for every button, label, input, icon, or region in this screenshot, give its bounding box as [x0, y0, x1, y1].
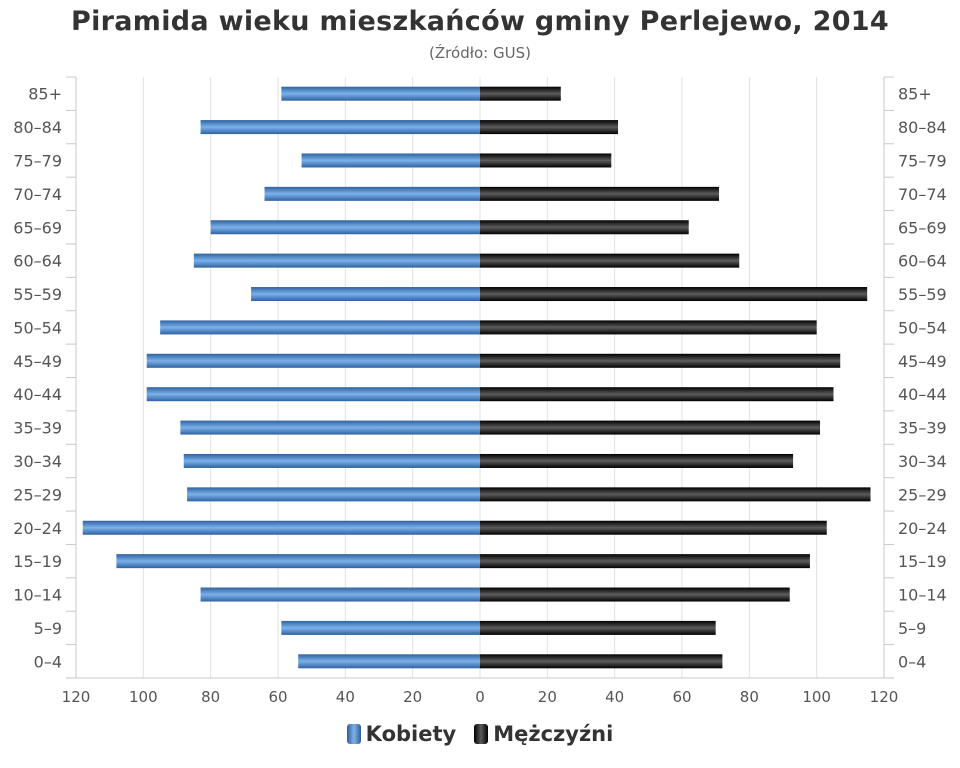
bar-women	[180, 420, 480, 435]
y-category-label-right: 70–74	[898, 185, 947, 204]
y-category-label-left: 45–49	[13, 352, 62, 371]
chart-title: Piramida wieku mieszkańców gminy Perleje…	[71, 6, 889, 37]
bar-women	[210, 220, 480, 235]
bar-women	[146, 387, 480, 402]
bar-men	[480, 420, 821, 435]
y-category-label-right: 80–84	[898, 118, 947, 137]
bar-women	[281, 620, 480, 635]
bar-women	[200, 587, 481, 602]
x-tick-label: 60	[672, 688, 691, 706]
bar-men	[480, 654, 723, 669]
y-category-label-right: 35–39	[898, 419, 947, 438]
y-category-label-left: 20–24	[13, 519, 62, 538]
y-category-label-right: 85+	[898, 85, 932, 104]
bar-women	[183, 453, 480, 468]
y-category-label-right: 25–29	[898, 485, 947, 504]
bar-women	[264, 186, 480, 201]
y-category-label-right: 30–34	[898, 452, 947, 471]
y-category-label-left: 30–34	[13, 452, 62, 471]
y-category-label-right: 0–4	[898, 652, 926, 671]
legend: Kobiety Mężczyźni	[0, 722, 960, 746]
bar-women	[200, 120, 481, 135]
bar-men	[480, 353, 841, 368]
bar-men	[480, 587, 790, 602]
bar-men	[480, 120, 619, 135]
y-category-label-right: 15–19	[898, 552, 947, 571]
x-tick-label: 120	[870, 688, 899, 706]
y-category-label-left: 10–14	[13, 586, 62, 605]
chart-subtitle: (Źródło: GUS)	[429, 44, 531, 62]
x-tick-label: 40	[336, 688, 355, 706]
y-category-label-left: 35–39	[13, 419, 62, 438]
axes	[66, 76, 894, 679]
y-category-label-left: 65–69	[13, 218, 62, 237]
y-category-label-left: 50–54	[13, 318, 62, 337]
y-category-label-left: 85+	[28, 85, 62, 104]
legend-swatch-women	[346, 724, 361, 744]
y-category-label-left: 5–9	[34, 619, 62, 638]
bar-men	[480, 487, 871, 502]
bar-men	[480, 554, 810, 569]
y-category-label-left: 25–29	[13, 485, 62, 504]
x-tick-label: 120	[62, 688, 91, 706]
bar-men	[480, 153, 612, 168]
bar-women	[251, 287, 480, 302]
legend-label-women: Kobiety	[365, 722, 457, 746]
bar-men	[480, 186, 720, 201]
bar-men	[480, 620, 716, 635]
bar-men	[480, 320, 817, 335]
bar-women	[298, 654, 480, 669]
y-category-label-left: 60–64	[13, 252, 62, 271]
bar-men	[480, 520, 827, 535]
y-category-label-right: 65–69	[898, 218, 947, 237]
y-category-label-left: 55–59	[13, 285, 62, 304]
legend-item-women[interactable]: Kobiety	[346, 722, 457, 746]
x-tick-label: 80	[740, 688, 759, 706]
x-tick-label: 20	[403, 688, 422, 706]
population-pyramid-chart: 120 100 80 60 40 20 0 20 40 60 80 100 120 85+ 85+ 80–84…	[13, 76, 947, 706]
bar-men	[480, 253, 740, 268]
y-category-label-right: 50–54	[898, 318, 947, 337]
bar-men	[480, 220, 689, 235]
legend-swatch-men	[474, 724, 489, 744]
x-tick-label: 60	[268, 688, 287, 706]
y-category-label-left: 40–44	[13, 385, 62, 404]
bar-women	[82, 520, 480, 535]
bar-women	[281, 86, 480, 101]
y-category-label-right: 75–79	[898, 151, 947, 170]
bar-men	[480, 453, 794, 468]
tick-labels: 120 100 80 60 40 20 0 20 40 60 80 100 120 85+ 85+ 80–84…	[13, 85, 946, 706]
y-category-label-right: 60–64	[898, 252, 947, 271]
bar-women	[146, 353, 480, 368]
bars	[82, 86, 871, 669]
y-category-label-right: 5–9	[898, 619, 926, 638]
y-category-label-left: 70–74	[13, 185, 62, 204]
y-category-label-right: 20–24	[898, 519, 947, 538]
bar-men	[480, 287, 868, 302]
y-category-label-left: 80–84	[13, 118, 62, 137]
legend-label-men: Mężczyźni	[493, 722, 614, 746]
bar-women	[160, 320, 480, 335]
y-category-label-right: 45–49	[898, 352, 947, 371]
y-category-label-right: 55–59	[898, 285, 947, 304]
bar-women	[187, 487, 480, 502]
x-tick-label: 0	[475, 688, 485, 706]
y-category-label-right: 40–44	[898, 385, 947, 404]
bar-women	[116, 554, 481, 569]
y-category-label-right: 10–14	[898, 586, 947, 605]
bar-women	[301, 153, 480, 168]
y-category-label-left: 75–79	[13, 151, 62, 170]
x-tick-label: 40	[605, 688, 624, 706]
bar-men	[480, 387, 834, 402]
bar-men	[480, 86, 561, 101]
x-tick-label: 80	[201, 688, 220, 706]
x-tick-label: 100	[802, 688, 831, 706]
x-tick-label: 20	[538, 688, 557, 706]
bar-women	[193, 253, 481, 268]
y-category-label-left: 0–4	[34, 652, 62, 671]
y-category-label-left: 15–19	[13, 552, 62, 571]
legend-item-men[interactable]: Mężczyźni	[474, 722, 613, 746]
x-tick-label: 100	[129, 688, 158, 706]
